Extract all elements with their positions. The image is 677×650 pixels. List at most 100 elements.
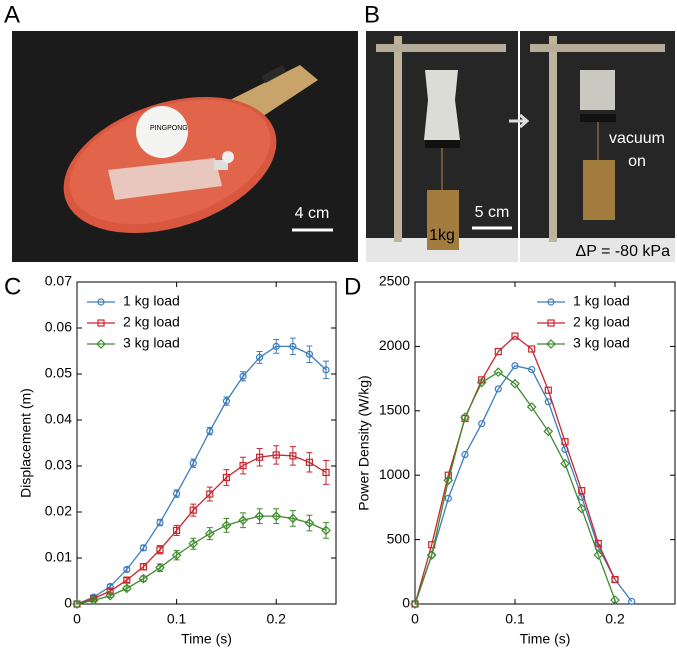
- marker: [322, 468, 330, 477]
- marker: [173, 526, 181, 535]
- marker: [510, 378, 520, 389]
- series-line: [76, 345, 327, 605]
- marker: [206, 490, 214, 498]
- marker: [72, 599, 82, 609]
- marker: [97, 319, 105, 327]
- marker: [546, 339, 556, 349]
- scale-bar-label: 4 cm: [295, 205, 330, 222]
- marker: [526, 402, 537, 412]
- y-tick-label: 0: [402, 595, 410, 611]
- x-tick-label: 0.2: [266, 611, 286, 627]
- legend-label: 1 kg load: [123, 293, 180, 309]
- error-bar: [256, 508, 263, 524]
- marker: [238, 515, 248, 526]
- marker: [204, 528, 215, 539]
- y-tick-label: 0: [64, 595, 72, 611]
- marker: [528, 345, 536, 353]
- error-bar: [306, 345, 313, 363]
- error-bar: [190, 503, 197, 517]
- marker: [105, 590, 116, 601]
- marker: [206, 427, 214, 435]
- marker: [544, 398, 552, 406]
- marker: [461, 450, 469, 459]
- error-bar: [206, 486, 213, 502]
- series-line: [414, 371, 616, 605]
- marker: [289, 452, 297, 460]
- x-tick-label: 0.2: [605, 611, 625, 627]
- legend-label: 3 kg load: [573, 335, 630, 351]
- marker: [138, 573, 149, 584]
- marker: [96, 339, 106, 349]
- legend-label: 2 kg load: [573, 314, 630, 330]
- error-bar: [306, 452, 313, 473]
- marker: [272, 342, 280, 350]
- y-tick-label: 500: [387, 530, 411, 546]
- marker: [547, 319, 555, 327]
- error-bar: [240, 512, 247, 529]
- error-bar: [273, 445, 280, 465]
- error-bar: [256, 350, 263, 364]
- marker: [426, 550, 437, 560]
- y-axis-label: Displacement (m): [18, 388, 34, 498]
- marker: [494, 385, 502, 393]
- marker: [88, 595, 99, 606]
- marker: [305, 458, 314, 466]
- marker: [610, 595, 620, 605]
- plot-area: [414, 281, 676, 605]
- y-axis-label: Power Density (W/kg): [356, 375, 372, 510]
- state-label: vacuum: [609, 130, 665, 147]
- marker: [156, 518, 164, 527]
- error-bar: [223, 469, 230, 486]
- legend-label: 1 kg load: [573, 293, 630, 309]
- marker: [410, 599, 420, 609]
- marker: [305, 350, 314, 358]
- x-axis-label: Time (s): [181, 631, 232, 647]
- marker: [428, 541, 436, 549]
- marker: [578, 487, 586, 495]
- x-tick-label: 0.1: [167, 611, 187, 627]
- marker: [544, 386, 552, 394]
- panel-label: C: [4, 273, 21, 300]
- y-tick-label: 1500: [379, 402, 410, 418]
- marker: [139, 563, 148, 571]
- marker: [171, 550, 182, 561]
- marker: [139, 544, 148, 552]
- marker: [561, 438, 569, 446]
- legend-label: 3 kg load: [123, 335, 180, 351]
- marker: [97, 298, 105, 306]
- marker: [478, 420, 486, 428]
- y-tick-label: 2000: [379, 337, 410, 353]
- marker: [560, 458, 570, 469]
- y-tick-label: 0.04: [45, 411, 72, 427]
- panel-label: D: [344, 273, 361, 300]
- error-bar: [323, 360, 330, 380]
- marker: [322, 366, 330, 374]
- marker: [576, 503, 587, 514]
- panel-label: B: [364, 1, 380, 28]
- plot-area: [76, 281, 337, 605]
- marker: [239, 372, 247, 380]
- marker: [288, 513, 298, 524]
- marker: [289, 342, 297, 350]
- y-tick-label: 1000: [379, 466, 410, 482]
- y-tick-label: 2500: [379, 273, 410, 289]
- marker: [547, 298, 555, 306]
- series-line: [414, 364, 633, 605]
- marker: [321, 525, 331, 536]
- marker: [271, 511, 282, 521]
- marker: [189, 506, 197, 514]
- marker: [444, 494, 452, 502]
- marker: [628, 597, 636, 606]
- error-bar: [289, 510, 296, 527]
- marker: [123, 576, 131, 584]
- y-tick-label: 0.02: [45, 503, 72, 519]
- error-bar: [256, 448, 263, 467]
- x-tick-label: 0: [73, 611, 81, 627]
- marker: [494, 347, 502, 356]
- marker: [255, 453, 264, 461]
- marker: [511, 362, 519, 370]
- error-bar: [273, 339, 280, 354]
- marker: [304, 518, 315, 528]
- marker: [254, 511, 265, 521]
